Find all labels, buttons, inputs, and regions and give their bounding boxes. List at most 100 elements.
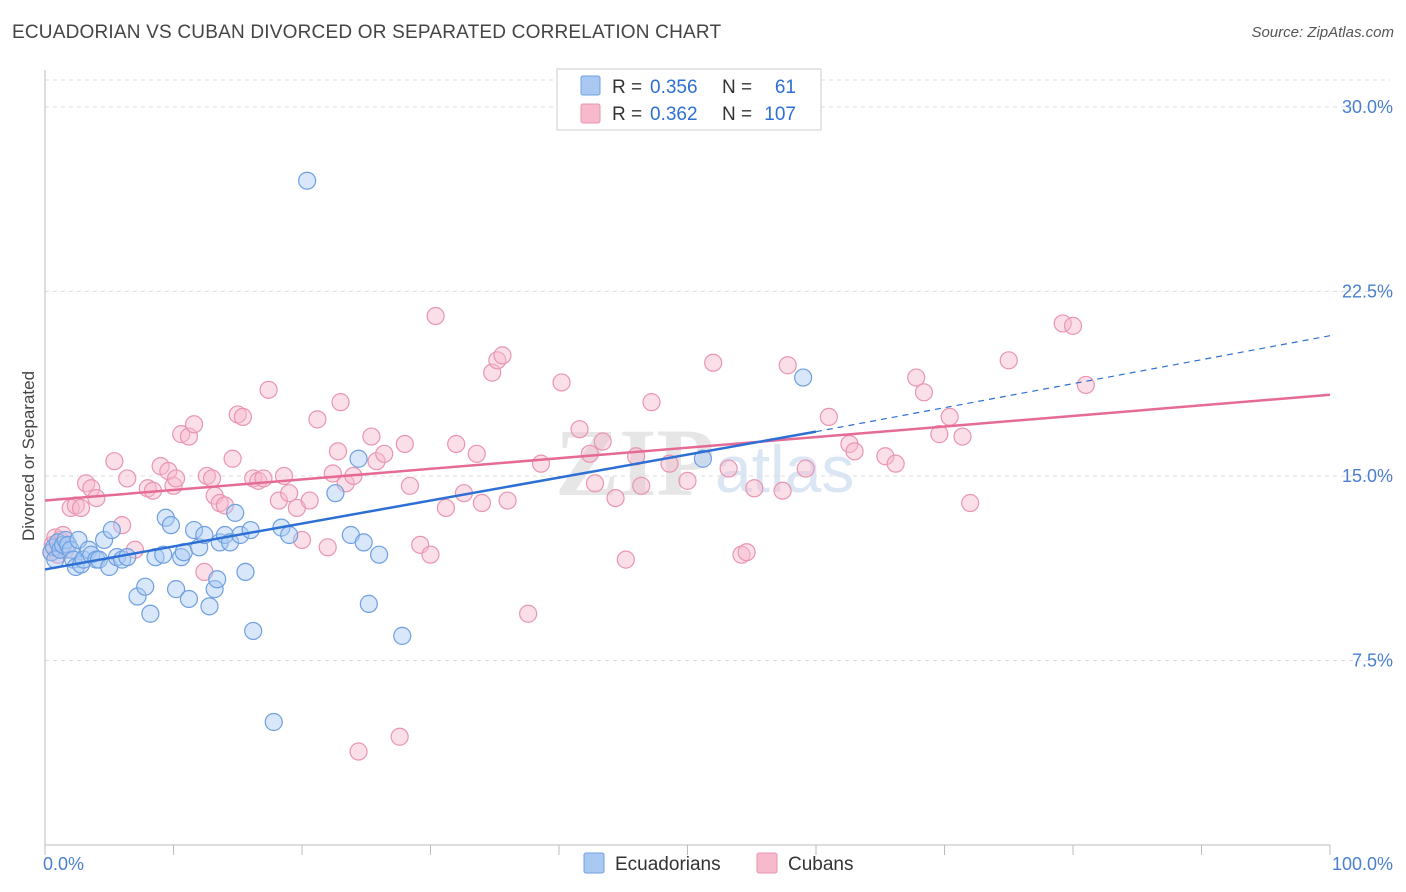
stats-legend-n-label-1: N = [722,77,757,98]
cuban-point-22 [166,469,186,488]
source-label: Source: ZipAtlas.com [1251,24,1394,41]
cuban-point-103 [961,493,980,513]
cuban-point-14 [112,516,132,535]
watermark-zip: ZIP [555,409,715,516]
x-tick-label-1: 100.0% [1332,854,1393,874]
cuban-point-48 [328,442,348,461]
cuban-point-96 [876,447,895,466]
stats-legend-box [556,68,822,131]
cuban-point-90 [773,481,792,500]
cuban-point-95 [845,442,864,461]
ecuadorian-point-6 [56,530,75,550]
cuban-point-44 [300,491,319,510]
ecuadorian-point-40 [208,570,227,589]
cuban-point-46 [318,538,337,557]
cuban-point-28 [202,469,222,488]
y-tick-label-2: 22.5% [1342,281,1393,301]
cuban-point-25 [184,415,204,434]
ecuadorian-point-59 [393,626,412,645]
cuban-point-66 [472,493,491,513]
cuban-point-69 [493,346,512,365]
cuban-point-65 [467,444,486,463]
cuban-point-75 [580,444,599,463]
stats-legend-r-label-1: R = [612,77,647,98]
ecuadorian-point-25 [136,577,155,596]
cuban-point-68 [488,351,507,370]
x-tick-labels: 0.0% 100.0% [43,854,1393,874]
ecuadorian-point-58 [370,545,389,564]
cuban-point-79 [616,550,635,569]
stats-legend-r-label-2: R = [612,104,647,125]
cuban-point-93 [819,407,838,427]
cuban-point-88 [737,543,756,562]
series-legend-label-ecuadorians: Ecuadorians [615,854,721,875]
ecuadorian-point-31 [166,580,186,599]
ecuadorian-point-55 [349,449,368,468]
series-legend: Ecuadorians Cubans [583,852,854,875]
cuban-point-58 [400,476,420,495]
cuban-point-54 [367,452,386,471]
cuban-point-78 [606,488,625,508]
axes [44,70,1331,855]
cuban-point-34 [233,407,252,427]
y-tick-label-3: 30.0% [1342,97,1393,117]
cuban-point-99 [914,383,934,402]
cuban-point-91 [778,356,797,375]
stats-legend-r-value-1: 0.356 [650,77,698,98]
y-tick-label-1: 15.0% [1342,466,1393,486]
y-axis-title: Divorced or Separated [19,371,38,541]
cuban-point-62 [436,498,456,518]
stats-legend-n-label-2: N = [722,104,757,125]
cuban-point-9 [71,498,91,518]
ecuadorian-point-30 [161,516,181,535]
ecuadorian-point-28 [154,545,173,564]
ecuadorian-point-26 [141,604,160,623]
ecuadorian-point-56 [354,533,373,552]
cuban-point-102 [953,427,972,446]
cuban-point-56 [390,727,409,746]
ecuadorian-point-57 [359,594,378,613]
cuban-point-15 [118,469,137,488]
ecuadorian-point-52 [298,171,317,190]
cuban-point-104 [999,351,1018,370]
ecuadorian-point-51 [280,525,299,545]
chart-title: ECUADORIAN VS CUBAN DIVORCED OR SEPARATE… [12,22,722,43]
ecuadorian-trend-line [44,430,817,571]
cuban-point-97 [886,454,905,473]
cuban-point-60 [421,545,440,564]
cuban-point-53 [362,427,381,446]
cuban-point-101 [940,407,959,427]
cuban-point-73 [552,373,571,392]
ecuadorian-point-24 [128,587,147,606]
cuban-point-39 [269,491,288,510]
ecuadorian-point-49 [264,712,283,732]
ecuadorian-point-53 [326,484,345,503]
cuban-point-38 [259,380,278,399]
stats-legend-swatch-ecuadorian [580,75,601,96]
trend-lines [44,335,1331,571]
cuban-point-72 [531,454,551,473]
cuban-point-84 [678,471,697,490]
ecuadorian-point-60 [693,449,713,468]
ecuadorian-point-61 [794,368,813,387]
cuban-point-57 [395,434,414,454]
cuban-point-31 [215,496,234,515]
cuban-point-77 [593,432,612,451]
cuban-point-82 [642,393,661,412]
stats-legend: R = 0.356 N = 61 R = 0.362 N = 107 [556,68,822,131]
cuban-point-12 [87,488,106,508]
stats-legend-n-value-1: 61 [775,77,796,98]
y-tick-labels: 7.5% 15.0% 22.5% 30.0% [1342,97,1393,671]
ecuadorian-point-48 [244,621,263,641]
cuban-point-61 [426,306,445,326]
cuban-point-10 [77,474,96,493]
cuban-point-32 [223,449,242,468]
ecuadorian-point-38 [200,597,219,616]
cuban-point-100 [930,425,949,444]
ecuadorian-point-46 [236,562,255,582]
cuban-point-63 [447,434,466,454]
series-legend-swatch-cubans [756,852,778,874]
x-tick-label-0: 0.0% [43,854,84,874]
cuban-point-86 [719,459,738,478]
series-legend-swatch-ecuadorians [583,852,605,874]
